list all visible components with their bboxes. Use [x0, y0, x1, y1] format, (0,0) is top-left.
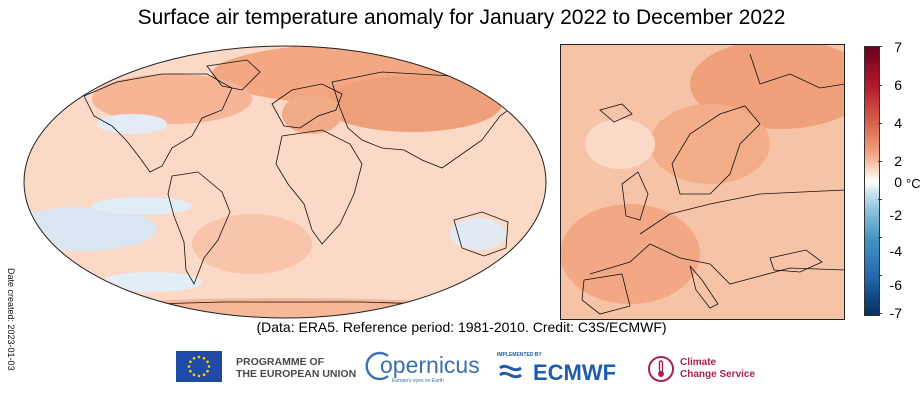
coastline-british-isles: [621, 171, 649, 221]
colorbar-tick-mark: [878, 46, 882, 47]
europe-map: [560, 44, 845, 320]
eu-programme-logo-text: PROGRAMME OF THE EUROPEAN UNION: [236, 356, 356, 380]
data-credit-line: (Data: ERA5. Reference period: 1981-2010…: [256, 319, 667, 335]
coastline-arctic-russia: [749, 53, 845, 89]
colorbar-unit-label: °C: [906, 176, 921, 191]
warm-region-north-america: [92, 74, 252, 124]
coastline-black-sea: [769, 249, 823, 273]
colorbar-tick-mark: [878, 313, 882, 314]
copernicus-logo-text: opernicus: [380, 352, 480, 378]
cool-region-central-pacific: [92, 197, 192, 215]
colorbar-tick-label: -2: [889, 207, 902, 223]
copernicus-tagline: Europe's eyes on Earth: [392, 378, 444, 384]
warm-region-europe: [282, 94, 342, 134]
colorbar-tick-mark: [878, 199, 882, 200]
ecmwf-wave-icon: [499, 364, 522, 379]
eu-flag-icon: [176, 351, 222, 382]
coastline-iceland: [599, 103, 633, 123]
warm-region-west-europe: [560, 204, 700, 304]
colorbar-tick-label: 7: [894, 39, 902, 55]
ecmwf-implemented-by: IMPLEMENTED BY: [497, 352, 542, 358]
colorbar-tick-mark: [878, 85, 882, 86]
copernicus-c-icon: [365, 351, 389, 381]
c3s-logo-text: Climate Change Service: [680, 357, 755, 381]
colorbar-tick-mark: [878, 161, 882, 162]
coastline-scandinavia: [671, 105, 761, 195]
coastline-australia: [453, 211, 509, 257]
cool-region-north-atlantic: [585, 119, 655, 169]
coastline-iberia: [581, 273, 631, 315]
colorbar-tick-mark: [878, 275, 882, 276]
world-map: [23, 45, 547, 319]
coastline-south-america: [167, 171, 231, 285]
cool-region-north-pacific: [97, 114, 167, 134]
cool-region-australia: [450, 218, 506, 250]
eu-logo-line1: PROGRAMME OF: [236, 356, 325, 368]
colorbar-tick-mark: [878, 237, 882, 238]
warm-region-siberia: [322, 76, 502, 132]
cool-region-southern-ocean: [102, 272, 202, 292]
colorbar-tick-label: -7: [889, 305, 902, 321]
colorbar-tick-label: -6: [889, 277, 902, 293]
coastline-europe: [271, 83, 343, 129]
figure-title: Surface air temperature anomaly for Janu…: [137, 6, 786, 29]
warm-region-scandinavia: [650, 104, 770, 184]
coastline-italy: [689, 265, 719, 309]
warm-region-south-atlantic: [192, 214, 312, 274]
colorbar-tick-label: 2: [894, 153, 902, 169]
colorbar-tick-mark: [878, 123, 882, 124]
coastline-north-america: [83, 73, 233, 173]
warm-region-antarctic: [65, 298, 505, 318]
eu-logo-line2: THE EUROPEAN UNION: [236, 368, 357, 380]
ecmwf-logo-text: ECMWF: [533, 360, 617, 385]
coastline-greenland: [206, 59, 261, 91]
colorbar-tick-label: 4: [894, 115, 902, 131]
colorbar: [864, 46, 880, 316]
c3s-logo-line2: Change Service: [680, 369, 756, 380]
c3s-thermometer-icon: [648, 356, 674, 382]
colorbar-tick-label: 0: [894, 174, 902, 190]
colorbar-tick-label: -4: [889, 243, 902, 259]
c3s-logo-line1: Climate: [680, 357, 717, 368]
colorbar-tick-label: 6: [894, 77, 902, 93]
coastline-africa: [275, 129, 363, 245]
